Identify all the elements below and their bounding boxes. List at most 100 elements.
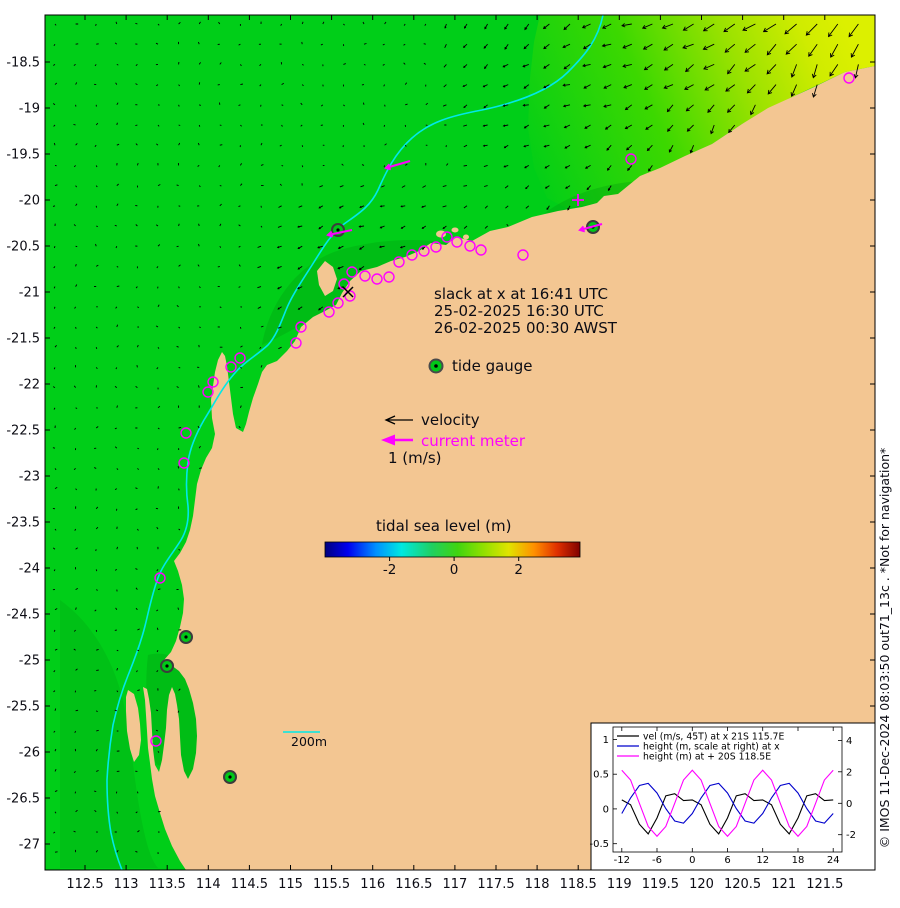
y-axis-tick-label: -25 bbox=[19, 654, 40, 669]
map-area bbox=[45, 15, 875, 870]
y-axis-tick-label: -26 bbox=[19, 746, 40, 761]
coastal-island bbox=[451, 227, 459, 233]
coastal-island bbox=[463, 234, 469, 240]
current-meter-marker bbox=[290, 337, 302, 349]
x-axis-tick-label: 117.5 bbox=[477, 877, 514, 892]
x-axis-tick-label: 114 bbox=[196, 877, 221, 892]
slack-time-line1: slack at x at 16:41 UTC bbox=[434, 285, 608, 303]
velocity-label: velocity bbox=[421, 411, 480, 429]
depth-contour-200m bbox=[106, 15, 604, 870]
inset-legend-label-1: vel (m/s, 45T) at x 21S 115.7E bbox=[643, 732, 784, 743]
current-meter-vector bbox=[579, 223, 603, 231]
x-axis-tick-label: 116.5 bbox=[395, 877, 432, 892]
inset-right-tick-label: 4 bbox=[846, 736, 852, 747]
inset-left-tick-label: 1 bbox=[603, 735, 609, 746]
current-meter-legend-arrowhead-icon bbox=[381, 434, 395, 446]
current-meter-marker bbox=[295, 321, 307, 333]
x-axis-tick-label: 119.5 bbox=[642, 877, 679, 892]
current-meter-marker bbox=[418, 245, 430, 257]
x-axis-tick-label: 121.5 bbox=[806, 877, 843, 892]
current-meter-marker bbox=[406, 249, 418, 261]
current-meter-vector-head bbox=[326, 230, 334, 238]
current-meter-marker bbox=[154, 572, 166, 584]
current-meter-marker bbox=[371, 273, 383, 285]
x-axis-tick-label: 115 bbox=[278, 877, 303, 892]
current-meter-marker bbox=[178, 457, 190, 469]
coastal-island bbox=[364, 297, 370, 303]
x-axis-tick-label: 113 bbox=[114, 877, 139, 892]
velocity-arrow-field bbox=[52, 21, 859, 855]
current-meter-vector-head bbox=[578, 225, 586, 233]
inset-x-tick-label: -6 bbox=[652, 855, 662, 866]
tide-gauge-marker-dot bbox=[228, 775, 232, 779]
y-axis-tick-label: -19.5 bbox=[6, 148, 40, 163]
y-axis-tick-label: -22.5 bbox=[6, 424, 40, 439]
y-axis-tick-label: -20 bbox=[19, 194, 40, 209]
plot-border bbox=[44, 14, 876, 871]
y-axis-tick-label: -24.5 bbox=[6, 608, 40, 623]
x-axis-tick-label: 118.5 bbox=[560, 877, 597, 892]
y-axis-tick-label: -21 bbox=[19, 286, 40, 301]
current-meter-marker bbox=[150, 735, 162, 747]
slack-time-line3: 26-02-2025 00:30 AWST bbox=[434, 319, 618, 337]
dirk-hartog-island bbox=[126, 690, 141, 762]
inset-left-tick-label: 0 bbox=[603, 804, 609, 815]
inset-right-tick-label: -2 bbox=[846, 830, 856, 841]
current-meter-marker bbox=[393, 256, 405, 268]
y-axis-tick-label: -20.5 bbox=[6, 240, 40, 255]
current-meter-marker bbox=[234, 352, 246, 364]
y-axis-tick-label: -19 bbox=[19, 102, 40, 117]
current-meter-marker bbox=[843, 72, 855, 84]
inset-x-tick-label: 6 bbox=[724, 855, 730, 866]
current-meter-label: current meter bbox=[421, 432, 526, 450]
tide-gauge-marker-dot bbox=[336, 228, 340, 232]
inset-series-3 bbox=[621, 769, 834, 838]
y-axis-tick-label: -21.5 bbox=[6, 332, 40, 347]
tide-gauge-label: tide gauge bbox=[452, 357, 533, 375]
x-axis-tick-label: 113.5 bbox=[149, 877, 186, 892]
y-axis-tick-label: -26.5 bbox=[6, 792, 40, 807]
inset-chart-background bbox=[590, 722, 876, 871]
y-axis-tick-label: -23.5 bbox=[6, 516, 40, 531]
y-axis-tick-label: -27 bbox=[19, 838, 40, 853]
current-meter-marker bbox=[451, 236, 463, 248]
tide-gauge-legend-symbol-dot bbox=[434, 364, 438, 368]
inset-series-1 bbox=[621, 793, 834, 835]
tide-gauge-marker-dot bbox=[165, 664, 169, 668]
current-meter-marker bbox=[207, 376, 219, 388]
colorbar-tick-label-neg2: -2 bbox=[383, 562, 396, 578]
current-meter-marker bbox=[180, 427, 192, 439]
current-meter-marker bbox=[517, 249, 529, 261]
inset-x-tick-label: 24 bbox=[827, 855, 840, 866]
inset-x-tick-label: 18 bbox=[792, 855, 805, 866]
map-legend-annotations: slack at x at 16:41 UTC 25-02-2025 16:30… bbox=[283, 285, 618, 749]
inset-x-tick-label: 0 bbox=[689, 855, 695, 866]
colorbar-title: tidal sea level (m) bbox=[376, 517, 511, 535]
coastal-island bbox=[436, 230, 446, 238]
current-meter-marker bbox=[346, 266, 358, 278]
current-meter-vector bbox=[385, 160, 411, 169]
axes-layer: 112.5 113 113.5 114 114.5 115 115.5 116 116.5 117… bbox=[6, 14, 876, 892]
inset-left-tick-label: 0.5 bbox=[593, 770, 609, 781]
current-meter-vector bbox=[327, 229, 353, 236]
tide-gauge-marker-dot bbox=[184, 635, 188, 639]
high-tide-ocean-region bbox=[528, 15, 875, 208]
inset-left-tick-label: -0.5 bbox=[589, 839, 609, 850]
current-meter-marker bbox=[383, 271, 395, 283]
x-axis-tick-label: 117 bbox=[442, 877, 467, 892]
x-axis-tick-label: 120.5 bbox=[724, 877, 761, 892]
velocity-legend-arrow-icon bbox=[384, 415, 413, 425]
x-axis-tick-label: 121 bbox=[771, 877, 796, 892]
watermark-credit: © IMOS 11-Dec-2024 08:03:50 out71_13c . … bbox=[877, 448, 892, 849]
current-meter-vector-head bbox=[384, 163, 392, 171]
current-meter-marker bbox=[475, 244, 487, 256]
y-axis-tick-label: -24 bbox=[19, 562, 40, 577]
current-meter-marker bbox=[332, 297, 344, 309]
velocity-arrow-layer bbox=[52, 21, 859, 855]
x-axis-tick-label: 119 bbox=[607, 877, 632, 892]
colorbar bbox=[324, 541, 581, 558]
y-axis-tick-label: -18.5 bbox=[6, 56, 40, 71]
contour-depth-label: 200m bbox=[291, 734, 327, 749]
barrow-island bbox=[317, 261, 337, 296]
